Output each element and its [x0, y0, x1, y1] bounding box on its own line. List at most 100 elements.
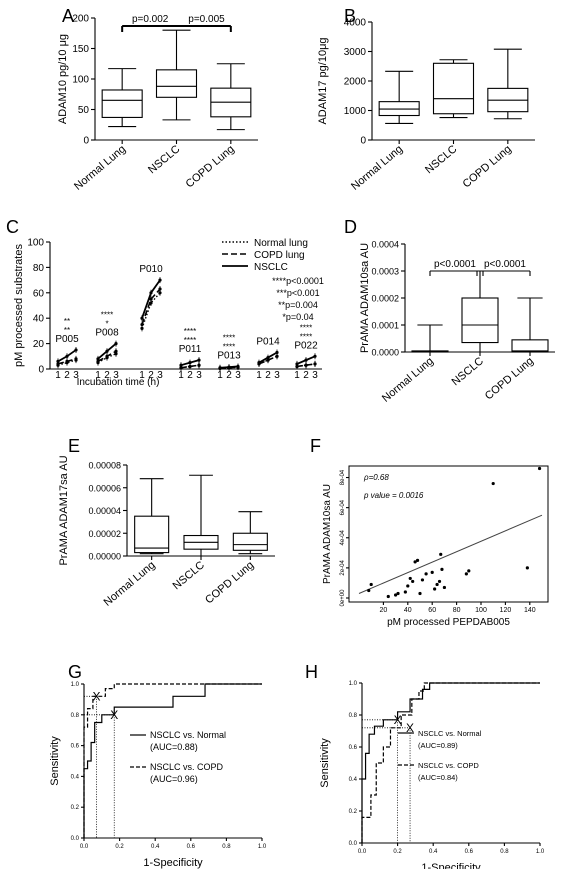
y-tick-label-B: 1000 — [344, 106, 367, 117]
legend-stat-C: ****p<0.0001 — [272, 276, 324, 286]
p-value-label-F: p value = 0.0016 — [363, 491, 424, 500]
x-tick-label-C: 3 — [157, 370, 163, 381]
y-tick-label-H: 1.0 — [349, 681, 358, 687]
x-tick-label-C: 1 — [139, 370, 145, 381]
x-tick-label-C: 3 — [312, 370, 318, 381]
significance-stars-C: **** — [223, 342, 235, 351]
group-label-C: P013 — [217, 350, 241, 361]
data-point-F — [403, 590, 407, 594]
x-axis-label-C: Incubation time (h) — [77, 377, 160, 388]
y-axis-label-E: PrAMA ADAM17sa AU — [58, 455, 70, 565]
y-tick-label-G: 1.0 — [71, 682, 80, 688]
y-tick-label-D: 0.0004 — [371, 240, 399, 250]
significance-stars-C: * — [105, 320, 108, 329]
x-tick-label-H: 1.0 — [536, 849, 545, 855]
x-tick-label-D: COPD Lung — [483, 355, 536, 402]
x-tick-label-C: 2 — [104, 370, 110, 381]
x-tick-label-F: 60 — [428, 607, 436, 614]
x-tick-label-C: 2 — [64, 370, 70, 381]
y-tick-label-C: 20 — [33, 339, 45, 350]
x-tick-label-G: 0.6 — [187, 844, 196, 850]
rho-label-F: ρ=0.68 — [363, 473, 389, 482]
data-point-F — [369, 582, 373, 587]
y-tick-label-A: 100 — [72, 75, 89, 86]
data-point-F — [442, 585, 446, 590]
box-D — [511, 339, 549, 353]
x-tick-label-H: 0.0 — [358, 849, 367, 855]
x-tick-label-F: 140 — [524, 607, 536, 614]
y-axis-label-H: Sensitivity — [319, 738, 331, 788]
y-tick-label-D: 0.0002 — [371, 294, 399, 304]
y-tick-label-C: 80 — [33, 263, 45, 274]
x-tick-label-F: 20 — [380, 607, 388, 614]
panel-letter-c: C — [6, 217, 19, 237]
x-tick-label-C: 3 — [113, 370, 119, 381]
x-tick-label-G: 1.0 — [258, 844, 267, 850]
y-tick-label-H: 0.8 — [349, 713, 358, 719]
panel-letter-e: E — [68, 436, 80, 456]
regression-line-F — [358, 514, 543, 594]
panel-letter-b: B — [344, 6, 356, 26]
y-tick-label-B: 4000 — [344, 18, 367, 29]
significance-stars-C: **** — [184, 336, 196, 345]
group-label-C: P011 — [179, 344, 202, 355]
significance-stars-C: ** — [64, 317, 70, 326]
significance-stars-C: **** — [184, 327, 196, 336]
x-tick-label-G: 0.8 — [222, 844, 231, 850]
y-tick-label-G: 0.4 — [71, 774, 80, 780]
x-tick-label-B: NSCLC — [423, 143, 459, 176]
p-value-label: p<0.0001 — [484, 259, 526, 270]
y-tick-label-D: 0.0003 — [371, 267, 399, 277]
data-point-F — [411, 579, 415, 584]
x-axis-label-H: 1-Specificity — [421, 862, 481, 869]
legend-stat-C: ***p<0.001 — [276, 288, 319, 298]
legend-auc-H: (AUC=0.84) — [418, 773, 458, 782]
data-point-F — [367, 588, 371, 593]
x-tick-label-B: COPD Lung — [461, 143, 514, 190]
box-B — [432, 62, 475, 115]
y-tick-label-H: 0.2 — [349, 809, 358, 815]
panel-letter-a: A — [62, 6, 74, 26]
roc-curve-nsclc-vs-normal — [361, 682, 540, 843]
data-point-F — [406, 584, 410, 588]
box-A — [101, 89, 143, 118]
data-point-F — [394, 593, 398, 597]
roc-curve-nsclc-vs-copd — [361, 682, 540, 843]
y-tick-label-H: 0.6 — [349, 745, 358, 751]
data-point-F — [420, 578, 425, 582]
data-point-F — [437, 579, 442, 584]
y-tick-label-G: 0.0 — [71, 836, 80, 842]
data-point-F — [408, 576, 412, 581]
x-axis-label-G: 1-Specificity — [143, 857, 203, 869]
x-tick-label-D: Normal Lung — [380, 355, 436, 405]
data-point-F — [467, 569, 471, 573]
x-tick-label-A: NSCLC — [146, 143, 182, 176]
group-label-C: P005 — [55, 334, 79, 345]
significance-stars-C: ** — [64, 326, 70, 335]
data-point-F — [491, 481, 495, 486]
y-tick-label-H: 0.4 — [349, 777, 358, 783]
legend-label-G: NSCLC vs. Normal — [150, 730, 226, 740]
y-axis-label-B: ADAM17 pg/10μg — [317, 37, 329, 124]
cutoff-marker-G: X — [110, 708, 118, 722]
box-D — [461, 297, 499, 344]
x-tick-label-H: 0.6 — [465, 849, 474, 855]
y-axis-label-D: PrAMA ADAM10sa AU — [359, 243, 371, 353]
y-tick-label-G: 0.6 — [71, 744, 80, 750]
group-label-C: P014 — [256, 336, 280, 347]
x-tick-label-C: 2 — [148, 370, 154, 381]
roc-curve-nsclc-vs-normal — [83, 683, 262, 838]
x-tick-label-C: 2 — [187, 370, 193, 381]
y-tick-label-B: 3000 — [344, 47, 367, 58]
x-tick-label-C: 1 — [256, 370, 262, 381]
box-E — [134, 515, 170, 554]
x-tick-label-E: NSCLC — [171, 559, 207, 592]
y-tick-label-A: 150 — [72, 44, 89, 55]
y-tick-label-A: 0 — [83, 136, 89, 147]
x-tick-label-F: 40 — [404, 607, 412, 614]
legend-label-H: NSCLC vs. COPD — [418, 761, 479, 770]
y-tick-label-F: 0e+00 — [340, 589, 346, 607]
significance-stars-C: **** — [300, 323, 312, 332]
data-point-F — [386, 594, 390, 599]
